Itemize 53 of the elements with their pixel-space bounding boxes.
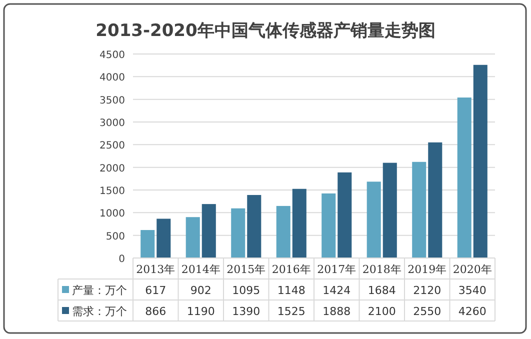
y-tick-label: 4000 [100, 72, 125, 84]
data-label: 1390 [232, 305, 260, 318]
bar [382, 162, 397, 258]
bar [473, 64, 488, 258]
data-label: 1148 [277, 284, 306, 297]
data-label: 2550 [413, 305, 442, 318]
y-tick-label: 0 [118, 254, 125, 265]
bar [338, 172, 352, 258]
bar [156, 218, 171, 258]
data-label: 617 [145, 284, 166, 297]
bar [186, 217, 200, 258]
y-tick-label: 1500 [100, 186, 125, 197]
bar [140, 230, 155, 258]
x-tick-label: 2019年 [408, 263, 447, 276]
bar [322, 193, 336, 258]
y-tick-label: 3500 [100, 95, 125, 106]
bar [412, 162, 426, 258]
bar [292, 188, 306, 258]
chart-title: 2013-2020年中国气体传感器产销量走势图 [96, 21, 436, 41]
data-label: 902 [190, 284, 212, 297]
bar [428, 142, 442, 258]
data-label: 1684 [368, 284, 396, 297]
bar [231, 208, 246, 258]
bar [366, 182, 381, 258]
data-label: 4260 [458, 305, 486, 318]
data-label: 2120 [413, 284, 442, 297]
data-label: 1888 [322, 305, 351, 318]
y-tick-label: 500 [106, 231, 125, 242]
data-label: 1190 [186, 305, 215, 318]
legend-label: 产量：万个 [72, 284, 127, 297]
data-label: 1525 [277, 305, 306, 318]
x-tick-label: 2015年 [226, 263, 266, 276]
x-tick-label: 2016年 [272, 263, 311, 276]
y-tick-label: 2000 [100, 163, 125, 174]
data-label: 1095 [232, 284, 260, 297]
bar [457, 98, 472, 258]
y-tick-label: 1000 [100, 208, 125, 220]
y-tick-label: 3000 [100, 118, 125, 129]
data-label: 3540 [458, 284, 486, 297]
legend-label: 需求：万个 [72, 305, 127, 318]
y-tick-label: 2500 [100, 140, 125, 152]
bar [276, 206, 290, 258]
x-tick-label: 2017年 [317, 263, 356, 276]
data-label: 2100 [368, 305, 396, 318]
x-tick-label: 2013年 [136, 263, 176, 276]
y-tick-label: 4500 [100, 50, 125, 61]
bar [247, 194, 262, 258]
data-label: 1424 [322, 284, 351, 297]
x-tick-label: 2020年 [452, 263, 492, 276]
data-label: 866 [145, 305, 166, 318]
x-tick-label: 2014年 [181, 263, 220, 276]
bar [202, 204, 216, 258]
x-tick-label: 2018年 [362, 263, 402, 276]
